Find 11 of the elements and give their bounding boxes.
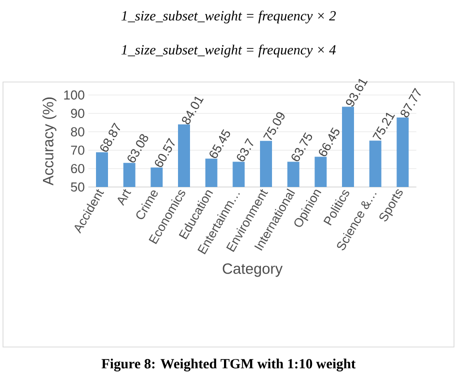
y-tick-label: 90 <box>71 108 84 118</box>
x-tick-label: Art <box>118 189 132 206</box>
y-tick-label: 100 <box>64 90 84 100</box>
text: 1_size_subset_weight = frequency × 2 <box>121 10 336 24</box>
caption: Figure 8: Weighted TGM with 1:10 weight <box>102 358 356 372</box>
y-axis-title: Accuracy (%) <box>42 98 56 186</box>
y-tick-label: 80 <box>70 127 84 136</box>
y-tick-label: 70 <box>71 146 84 155</box>
y-tick-label: 60 <box>71 164 84 174</box>
x-axis-title: Category <box>222 263 283 277</box>
text: 1_size_subset_weight = frequency × 4 <box>121 44 336 58</box>
